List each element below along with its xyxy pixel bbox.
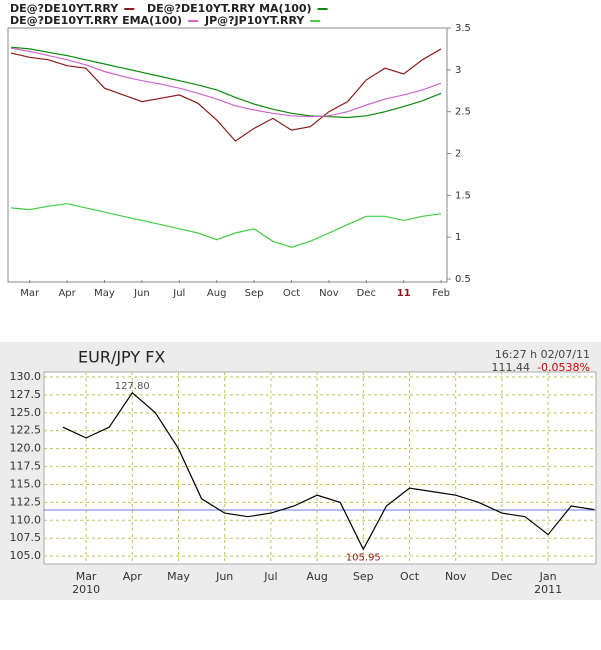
legend-label: DE@?DE10YT.RRY MA(100) — [147, 2, 312, 15]
series-line — [10, 48, 442, 142]
legend-label: DE@?DE10YT.RRY — [10, 2, 119, 15]
x-tick-label: Aug — [207, 288, 227, 299]
y-tick-label: 1.5 — [455, 190, 471, 201]
x-tick-label: Aug — [306, 570, 327, 583]
x-tick-label: Nov — [319, 288, 339, 299]
fx-plot-frame — [43, 371, 597, 565]
y-tick-label: 1 — [455, 232, 461, 243]
x-tick-label: Jan — [539, 570, 557, 583]
y-tick-label: 130.0 — [10, 370, 42, 383]
y-tick-label: 127.5 — [10, 388, 42, 401]
x-tick-label: May — [167, 570, 190, 583]
y-tick-label: 3 — [455, 65, 461, 76]
y-tick-label: 112.5 — [10, 495, 42, 508]
x-tick-label: Mar — [20, 288, 40, 299]
y-tick-label: 110.0 — [10, 513, 42, 526]
y-tick-label: 3.5 — [455, 23, 471, 34]
plot-frame — [7, 27, 448, 283]
x-tick-label: Oct — [400, 570, 420, 583]
legend-label: JP@?JP10YT.RRY — [204, 14, 305, 27]
x-tick-label: Sep — [245, 288, 264, 299]
y-tick-label: 0.5 — [455, 274, 471, 285]
x-tick-label: Mar — [76, 570, 97, 583]
y-tick-label: 2 — [455, 149, 461, 160]
y-tick-label: 122.5 — [10, 424, 42, 437]
legend-label: DE@?DE10YT.RRY EMA(100) — [10, 14, 182, 27]
value-label: 105.95 — [346, 552, 381, 563]
last-price: 111.44 — [492, 361, 531, 374]
x-tick-label: Apr — [123, 570, 143, 583]
change: -0.0538% — [537, 361, 590, 374]
y-tick-label: 117.5 — [10, 460, 42, 473]
x-tick-label: Nov — [445, 570, 467, 583]
y-tick-label: 120.0 — [10, 442, 42, 455]
y-tick-label: 107.5 — [10, 531, 42, 544]
y-tick-label: 105.0 — [10, 549, 42, 562]
year-label: 2010 — [72, 583, 100, 596]
x-tick-label: Feb — [432, 288, 450, 299]
y-tick-label: 115.0 — [10, 477, 42, 490]
x-tick-label: Dec — [357, 288, 376, 299]
series-line — [10, 203, 442, 248]
y-tick-label: 2.5 — [455, 107, 471, 118]
x-tick-label: Jul — [263, 570, 277, 583]
year-label: 2011 — [534, 583, 562, 596]
y-tick-label: 125.0 — [10, 406, 42, 419]
x-tick-label: Jun — [215, 570, 233, 583]
x-tick-label: 11 — [397, 288, 411, 299]
series-line — [62, 391, 595, 551]
x-tick-label: May — [94, 288, 115, 299]
timestamp: 16:27 h 02/07/11 — [495, 348, 590, 361]
value-label: 127.80 — [115, 381, 150, 392]
x-tick-label: Jul — [172, 288, 185, 299]
x-tick-label: Oct — [283, 288, 300, 299]
series-line — [10, 47, 442, 118]
x-tick-label: Dec — [491, 570, 512, 583]
series-line — [10, 46, 442, 119]
x-tick-label: Sep — [353, 570, 374, 583]
x-tick-label: Jun — [133, 288, 150, 299]
fx-title: EUR/JPY FX — [78, 348, 165, 367]
x-tick-label: Apr — [58, 288, 76, 299]
